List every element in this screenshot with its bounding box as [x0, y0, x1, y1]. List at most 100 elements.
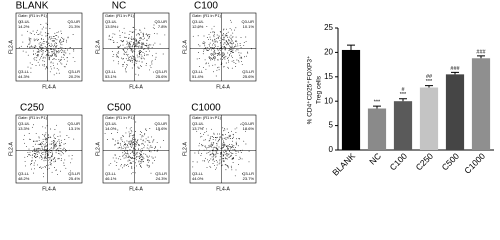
event-dot — [59, 143, 61, 144]
quadrant-label: Q3-LR — [242, 171, 254, 176]
event-dot — [133, 39, 135, 40]
event-dot — [229, 53, 230, 55]
event-dot — [224, 143, 226, 145]
event-dot — [53, 35, 55, 37]
event-dot — [207, 147, 209, 148]
event-dot — [49, 56, 51, 58]
event-dot — [211, 136, 213, 137]
event-dot — [64, 151, 66, 153]
event-dot — [65, 149, 66, 150]
event-dot — [51, 159, 52, 161]
event-dot — [216, 69, 218, 71]
event-dot — [34, 168, 35, 170]
quadrant-label: Q3-LL — [192, 171, 204, 176]
event-dot — [226, 41, 228, 43]
event-dot — [228, 45, 230, 47]
event-dot — [199, 45, 201, 47]
event-dot — [210, 58, 212, 60]
event-dot — [36, 153, 38, 155]
event-dot — [119, 147, 121, 149]
event-dot — [236, 59, 238, 61]
event-dot — [133, 56, 135, 58]
quadrant-label: Q3-UR — [242, 121, 255, 126]
event-dot — [59, 39, 61, 41]
event-dot — [212, 163, 214, 164]
event-dot — [129, 135, 131, 137]
event-dot — [217, 45, 219, 47]
event-dot — [215, 139, 217, 141]
event-dot — [221, 34, 223, 36]
event-dot — [46, 48, 48, 50]
event-dot — [127, 49, 129, 51]
event-dot — [34, 153, 36, 155]
event-dot — [131, 151, 133, 153]
event-dot — [40, 44, 42, 46]
event-dot — [122, 167, 124, 169]
event-dot — [203, 41, 205, 43]
event-dot — [142, 38, 144, 40]
event-dot — [125, 71, 127, 73]
x-tick-label: C250 — [414, 151, 436, 173]
event-dot — [133, 42, 135, 44]
event-dot — [214, 56, 216, 58]
event-dot — [127, 54, 129, 55]
event-dot — [116, 142, 118, 144]
event-dot — [46, 151, 48, 152]
plot-title: NC — [112, 1, 126, 12]
quadrant-percent: 12.9% — [192, 24, 204, 29]
event-dot — [224, 46, 226, 48]
event-dot — [30, 46, 32, 48]
event-dot — [227, 58, 228, 59]
event-dot — [143, 153, 145, 155]
event-dot — [64, 50, 66, 52]
error-bar — [373, 105, 381, 109]
event-dot — [54, 50, 56, 52]
event-dot — [218, 37, 220, 39]
event-dot — [128, 131, 130, 133]
event-dot — [222, 56, 224, 57]
event-dot — [223, 144, 225, 146]
gate-label: Gate: (R1 in P1) — [192, 115, 222, 120]
event-dot — [48, 57, 50, 59]
event-dot — [224, 137, 226, 139]
event-dot — [241, 158, 243, 160]
event-dot — [141, 160, 142, 162]
event-dot — [131, 140, 133, 142]
event-dot — [30, 45, 32, 47]
event-dot — [135, 159, 137, 161]
event-dot — [238, 159, 240, 161]
event-dot — [36, 140, 38, 142]
event-dot — [64, 66, 66, 68]
event-dot — [41, 145, 43, 147]
event-dot — [121, 40, 123, 42]
event-dot — [216, 149, 218, 151]
event-dot — [136, 54, 138, 56]
event-dot — [55, 152, 57, 154]
event-dot — [72, 56, 74, 58]
event-dot — [127, 64, 128, 66]
event-dot — [197, 35, 199, 37]
event-dot — [149, 69, 150, 71]
event-dot — [214, 153, 216, 155]
significance-label: # — [401, 87, 405, 93]
event-dot — [48, 150, 50, 152]
event-dot — [71, 155, 73, 157]
event-dot — [208, 62, 210, 64]
event-dot — [238, 164, 239, 166]
event-dot — [150, 44, 152, 46]
event-dot — [119, 46, 121, 48]
event-dot — [144, 48, 146, 50]
event-dot — [154, 42, 156, 44]
event-dot — [28, 38, 30, 40]
event-dot — [62, 51, 64, 53]
event-dot — [116, 132, 118, 134]
event-dot — [222, 143, 224, 145]
event-dot — [30, 67, 32, 69]
quadrant-percent: 13.3% — [18, 126, 30, 131]
event-dot — [135, 42, 137, 44]
event-dot — [226, 35, 228, 37]
event-dot — [231, 130, 232, 132]
event-dot — [140, 153, 142, 155]
event-dot — [30, 38, 32, 40]
event-dot — [28, 148, 30, 150]
